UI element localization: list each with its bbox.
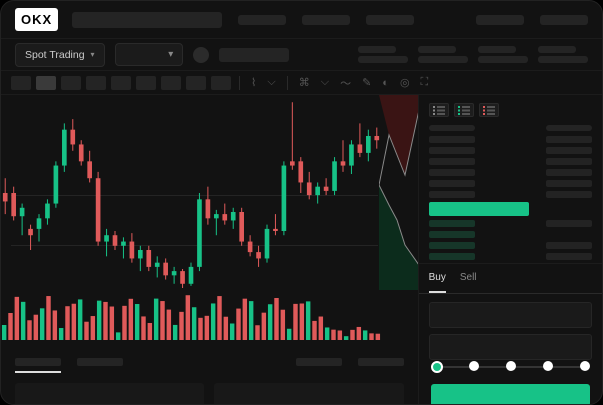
orderbook-row-2[interactable] <box>429 147 592 154</box>
top-header-bar: OKX <box>1 1 602 39</box>
orderbook-column-headers <box>419 123 602 133</box>
market-stat-2 <box>418 46 468 63</box>
market-stat-4 <box>538 46 588 63</box>
price-change-icon <box>193 47 209 63</box>
magnet-icon[interactable]: ⌘ <box>296 76 313 89</box>
orderbook-rows-container[interactable] <box>419 133 602 264</box>
bottom-panel-right[interactable] <box>214 383 403 405</box>
camera-icon[interactable]: ◐ <box>379 77 392 89</box>
chevron-icon-2[interactable]: ⌵ <box>318 76 332 89</box>
toolbar-divider <box>239 76 240 90</box>
draw-tool-1[interactable] <box>11 76 31 90</box>
orderbook-row-11[interactable] <box>429 253 592 260</box>
orderbook-row-4[interactable] <box>429 169 592 176</box>
buy-sell-tab-group: Buy Sell <box>419 264 602 294</box>
slider-stop-75[interactable] <box>543 361 553 371</box>
draw-tool-5[interactable] <box>111 76 131 90</box>
bottom-content-panels <box>1 379 418 405</box>
price-input-field[interactable] <box>429 302 592 328</box>
mid-price-highlight <box>429 202 529 216</box>
toolbar-divider-2 <box>287 76 288 90</box>
current-price-display <box>219 48 289 62</box>
pencil-icon[interactable]: ✎ <box>359 76 374 89</box>
tab-sell[interactable]: Sell <box>460 272 477 293</box>
slider-stop-25[interactable] <box>469 361 479 371</box>
measure-icon[interactable]: ⌇ <box>248 76 259 89</box>
draw-tool-6[interactable] <box>136 76 156 90</box>
tab-extra-2[interactable] <box>358 358 404 373</box>
chevron-down-icon: ▾ <box>91 50 95 59</box>
orderbook-price-header <box>429 125 475 131</box>
okx-logo: OKX <box>15 8 58 31</box>
slider-stop-50[interactable] <box>506 361 516 371</box>
market-stat-3 <box>478 46 528 63</box>
fullscreen-icon[interactable]: ⛶ <box>418 76 432 89</box>
orderbook-row-6[interactable] <box>429 191 592 198</box>
orderbook-row-3[interactable] <box>429 158 592 165</box>
nav-item-2[interactable] <box>302 15 350 25</box>
price-chart-area[interactable] <box>1 95 418 350</box>
bottom-left-panel <box>1 350 418 405</box>
orderbook-row-5[interactable] <box>429 180 592 187</box>
wave-icon[interactable]: 〜 <box>337 75 354 91</box>
bottom-panel-left[interactable] <box>15 383 204 405</box>
pair-dropdown-selector[interactable]: ▾ <box>115 43 184 66</box>
open-orders-tab-group <box>1 350 418 379</box>
draw-tool-8[interactable] <box>186 76 206 90</box>
orderbook-view-toggles <box>419 95 602 123</box>
draw-tool-9[interactable] <box>211 76 231 90</box>
order-slider-panel <box>418 350 602 405</box>
orderbook-bid-view-icon[interactable] <box>454 103 474 117</box>
chevron-icon-1[interactable]: ⌵ <box>264 76 278 89</box>
tab-extra-1[interactable] <box>296 358 342 373</box>
okx-trading-app: OKX Spot Trading ▾ ▾ <box>0 0 603 405</box>
tab-order-history[interactable] <box>77 358 123 373</box>
nav-item-1[interactable] <box>238 15 286 25</box>
draw-tool-2-active[interactable] <box>36 76 56 90</box>
slider-stop-0[interactable] <box>431 361 443 373</box>
chart-drawing-toolbar: ⌇ ⌵ ⌘ ⌵ 〜 ✎ ◐ ◎ ⛶ <box>1 71 602 95</box>
chevron-down-icon-2: ▾ <box>168 49 173 60</box>
orderbook-ask-view-icon[interactable] <box>479 103 499 117</box>
draw-tool-4[interactable] <box>86 76 106 90</box>
trading-mode-label: Spot Trading <box>25 49 85 61</box>
orderbook-list-view-icon[interactable] <box>429 103 449 117</box>
trading-mode-selector[interactable]: Spot Trading ▾ <box>15 43 105 67</box>
candlestick-chart[interactable] <box>1 95 381 290</box>
slider-stop-100[interactable] <box>580 361 590 371</box>
draw-tool-3[interactable] <box>61 76 81 90</box>
nav-item-4[interactable] <box>476 15 524 25</box>
orderbook-row-10[interactable] <box>429 242 592 249</box>
market-stat-1 <box>358 46 408 63</box>
main-content-row: Buy Sell <box>1 95 602 350</box>
top-search-bar[interactable] <box>72 12 222 28</box>
nav-item-3[interactable] <box>366 15 414 25</box>
orderbook-row-9[interactable] <box>429 231 592 238</box>
orderbook-row-1[interactable] <box>429 136 592 143</box>
orderbook-row-mid-price[interactable] <box>429 202 592 216</box>
confirm-buy-button[interactable] <box>431 384 590 405</box>
bottom-panels-row <box>1 350 602 405</box>
nav-item-5[interactable] <box>540 15 588 25</box>
draw-tool-7[interactable] <box>161 76 181 90</box>
settings-icon[interactable]: ◎ <box>397 76 413 89</box>
tab-open-orders[interactable] <box>15 358 61 373</box>
tab-buy[interactable]: Buy <box>429 272 446 293</box>
amount-percent-slider[interactable] <box>431 362 590 372</box>
volume-chart[interactable] <box>1 295 381 340</box>
orderbook-row-8[interactable] <box>429 220 592 227</box>
market-info-bar: Spot Trading ▾ ▾ <box>1 39 602 71</box>
order-book-depth-overlay <box>379 95 418 290</box>
order-book-panel: Buy Sell <box>418 95 602 350</box>
orderbook-amount-header <box>546 125 592 131</box>
